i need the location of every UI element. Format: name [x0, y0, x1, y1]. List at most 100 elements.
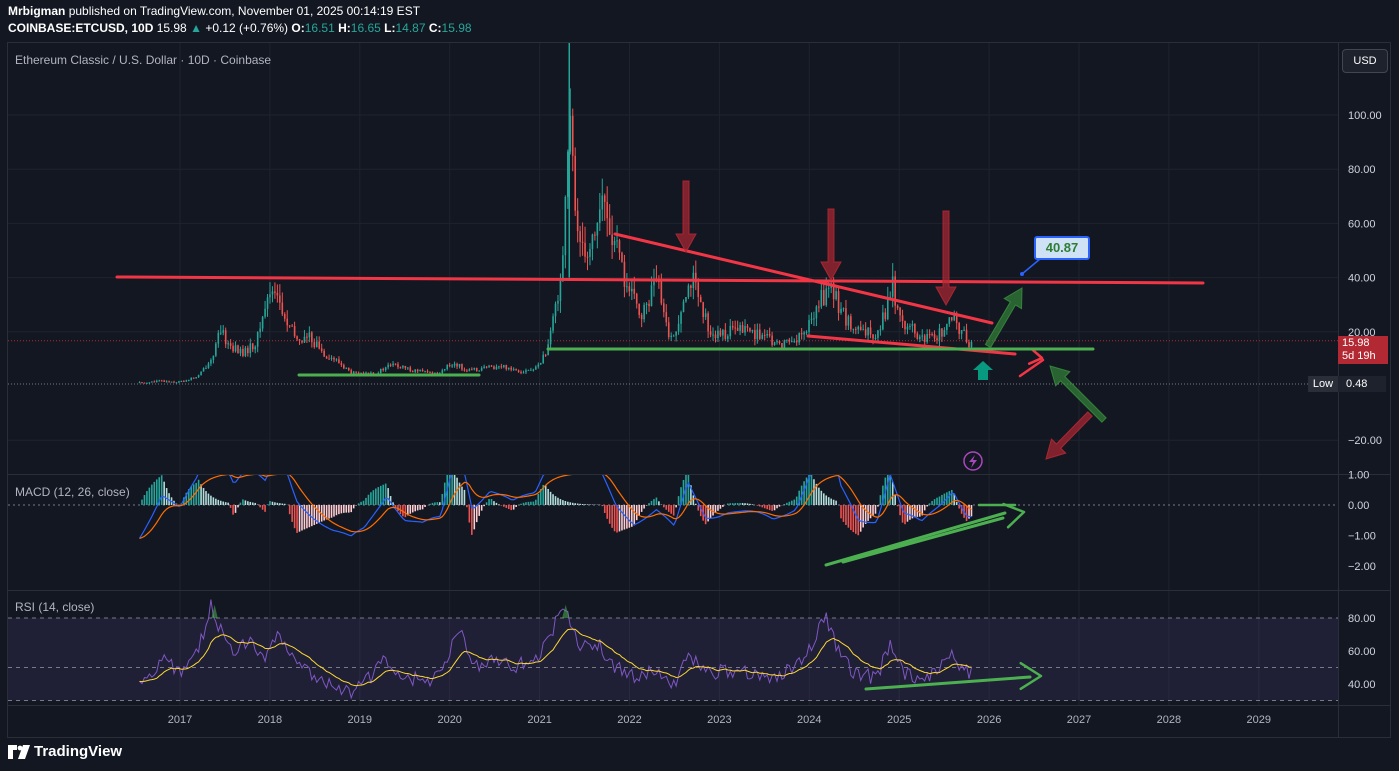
price-callout[interactable]: 40.87 [1034, 236, 1090, 260]
red-arrow-head[interactable] [1027, 347, 1044, 365]
candle-body [138, 382, 141, 384]
candle-body [877, 330, 879, 338]
candle-body [741, 325, 744, 333]
macd-series [138, 475, 973, 539]
macd-tick-label: −2.00 [1348, 561, 1376, 573]
candle-body [308, 332, 311, 338]
candle-body [205, 368, 207, 370]
candle-body [645, 303, 648, 305]
candle-body [414, 369, 417, 372]
macd-arrow-head[interactable] [1002, 502, 1026, 529]
candle-body [687, 285, 690, 297]
resistance-line[interactable] [115, 275, 1205, 285]
candle-body [650, 285, 653, 307]
candle-body [837, 291, 840, 313]
candle-body [490, 365, 493, 367]
candle-body [493, 366, 495, 370]
candle-body [488, 365, 490, 367]
candle-body [483, 366, 485, 369]
callout-pointer[interactable] [1021, 258, 1041, 275]
candle-body [704, 313, 707, 318]
down-arrow-2024[interactable] [820, 208, 842, 282]
x-tick-label: 2027 [1067, 714, 1091, 726]
candle-body [554, 303, 557, 317]
retrace-scenario-arrow[interactable] [1049, 365, 1107, 423]
currency-button[interactable]: USD [1342, 49, 1388, 73]
candle-body [608, 218, 611, 235]
candle-body [845, 308, 847, 326]
up-arrow-icon[interactable] [973, 361, 993, 380]
candle-body [180, 381, 183, 383]
candle-body [918, 336, 921, 340]
candle-body [722, 329, 724, 336]
symbol-name[interactable]: COINBASE:ETCUSD, 10D [8, 21, 154, 35]
candle-body [315, 341, 318, 348]
up-scenario-arrow[interactable] [984, 287, 1023, 349]
candle-body [790, 341, 793, 343]
candle-body [195, 377, 197, 379]
macd-signal-line [139, 475, 972, 539]
red-arrow-stroke[interactable] [1018, 358, 1045, 378]
candle-body [968, 342, 970, 348]
candle-body [343, 364, 345, 369]
candle-body [468, 369, 471, 371]
macd-divergence-line-2[interactable] [841, 516, 1005, 564]
candle-body [813, 318, 815, 320]
candle-body [419, 370, 421, 372]
candle-body [153, 381, 156, 383]
candle-body [392, 363, 394, 366]
candle-body [941, 328, 943, 337]
candle-body [311, 332, 313, 343]
candle-body [340, 363, 343, 365]
candle-body [173, 381, 175, 383]
candle-body [581, 241, 584, 243]
candle-body [505, 365, 508, 370]
candle-body [539, 362, 542, 365]
candle-body [313, 342, 316, 348]
tradingview-brand[interactable]: TradingView [8, 743, 122, 760]
candle-body [862, 329, 864, 331]
candle-body [648, 303, 650, 307]
candle-body [916, 333, 919, 340]
brand-text: TradingView [34, 743, 123, 760]
last-price-label: 15.98 [1342, 337, 1370, 349]
x-tick-label: 2024 [797, 714, 821, 726]
x-tick-label: 2028 [1157, 714, 1181, 726]
candle-body [274, 291, 276, 293]
candle-body [244, 347, 247, 356]
author-name[interactable]: Mrbigman [8, 4, 66, 18]
callout-anchor[interactable] [1020, 272, 1024, 276]
down-scenario-arrow[interactable] [1045, 411, 1093, 460]
candle-body [365, 372, 367, 374]
candle-body [825, 288, 828, 306]
candle-body [970, 341, 973, 348]
down-arrow-2025[interactable] [935, 210, 957, 307]
lower-trendline[interactable] [806, 334, 1017, 356]
trend-drawings[interactable] [115, 180, 1205, 691]
candle-body [931, 334, 933, 336]
main-pane-title: Ethereum Classic / U.S. Dollar · 10D · C… [15, 53, 272, 67]
candle-body [471, 369, 473, 371]
macd-divergence-line[interactable] [824, 511, 1007, 567]
rsi-divergence-line[interactable] [864, 675, 1032, 691]
candle-body [635, 293, 638, 304]
candle-body [859, 326, 862, 331]
rsi-arrow-head[interactable] [1019, 661, 1043, 691]
candle-body [948, 317, 951, 324]
lightning-icon[interactable] [963, 451, 983, 471]
candle-body [771, 335, 773, 346]
down-arrow-2022[interactable] [675, 180, 697, 254]
candle-body [387, 364, 389, 368]
candle-body [712, 334, 714, 336]
descending-trendline[interactable] [613, 232, 994, 325]
change-up-icon: ▲ [190, 21, 202, 35]
candle-body [685, 296, 687, 302]
candle-body [631, 288, 633, 292]
candle-body [795, 340, 798, 343]
candle-body [936, 338, 938, 341]
candle-body [842, 308, 845, 310]
candle-body [921, 335, 924, 337]
candle-body [751, 330, 754, 332]
candle-body [192, 377, 195, 379]
